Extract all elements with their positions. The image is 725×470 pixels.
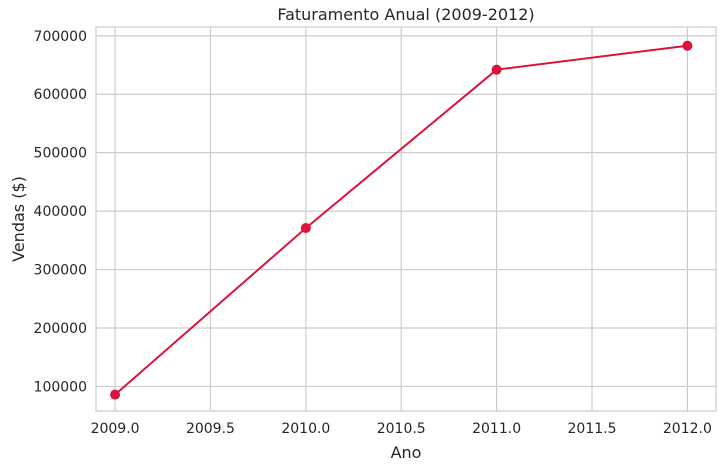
plot-frame [95, 26, 717, 412]
y-tick-label: 300000 [34, 263, 87, 279]
y-axis-label: Vendas ($) [9, 176, 28, 262]
x-tick-label: 2011.0 [472, 421, 521, 437]
series-layer [110, 40, 693, 400]
x-tick-label: 2012.0 [663, 421, 712, 437]
data-point [110, 389, 121, 400]
y-tick-label: 600000 [34, 87, 87, 103]
series-line [114, 44, 688, 396]
y-axis-ticks: 100000 200000 300000 400000 500000 600000 7000… [34, 29, 87, 396]
x-tick-label: 2010.5 [377, 421, 426, 437]
x-tick-label: 2009.0 [91, 421, 140, 437]
y-tick-label: 500000 [34, 146, 87, 162]
x-tick-label: 2009.5 [186, 421, 235, 437]
x-axis-ticks: 2009.0 2009.5 2010.0 2010.5 2011.0 2011.5 2012… [91, 421, 712, 437]
x-axis-label: Ano [391, 443, 422, 462]
y-tick-label: 200000 [34, 321, 87, 337]
x-tick-label: 2011.5 [568, 421, 617, 437]
data-point [491, 64, 502, 75]
y-tick-label: 100000 [34, 379, 87, 395]
data-point [682, 40, 693, 51]
x-tick-label: 2010.0 [281, 421, 330, 437]
y-tick-label: 700000 [34, 29, 87, 45]
chart-title: Faturamento Anual (2009-2012) [277, 5, 534, 24]
y-tick-label: 400000 [34, 204, 87, 220]
data-point [300, 223, 311, 234]
grid [96, 27, 716, 411]
